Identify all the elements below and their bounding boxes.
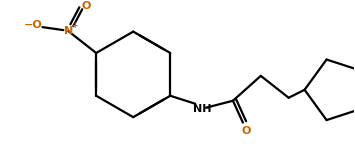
Text: N: N [64,26,73,36]
Text: NH: NH [193,104,211,114]
Text: −O: −O [24,20,43,30]
Text: O: O [82,1,91,11]
Text: +: + [71,21,77,30]
Text: O: O [241,126,251,136]
